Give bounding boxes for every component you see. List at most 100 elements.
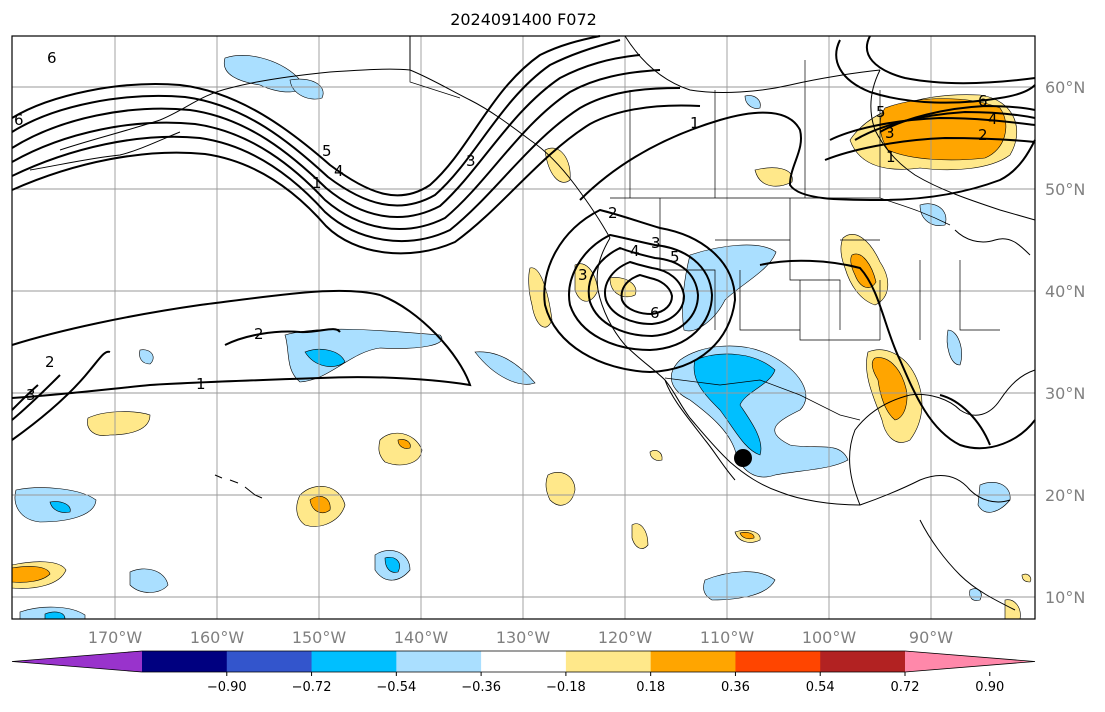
colorbar-tick-label: −0.54 bbox=[376, 680, 416, 695]
contour bbox=[11, 54, 641, 218]
patch-blue-core bbox=[693, 353, 776, 456]
contour bbox=[11, 384, 39, 411]
patch-blue bbox=[946, 329, 962, 366]
patch-blue bbox=[289, 78, 324, 100]
colorbar-outline bbox=[11, 650, 1036, 673]
contour-label: 2 bbox=[45, 353, 55, 371]
lat-label: 10°N bbox=[1045, 588, 1085, 607]
contour-label: 6 bbox=[14, 111, 24, 129]
colorbar-segment bbox=[311, 651, 397, 672]
contour-label: 6 bbox=[978, 92, 988, 110]
state-lines bbox=[659, 198, 1000, 341]
colorbar-extension-low bbox=[12, 651, 142, 672]
patch-yellow bbox=[1021, 573, 1032, 583]
patch-blue bbox=[703, 571, 776, 601]
contour bbox=[835, 39, 1036, 104]
contour bbox=[939, 394, 991, 446]
colorbar-tick-label: 0.72 bbox=[891, 680, 920, 695]
contour-label: 3 bbox=[26, 386, 36, 404]
coast-aleutian bbox=[29, 131, 181, 171]
coast-canada-north bbox=[624, 35, 881, 93]
contour-label: 5 bbox=[670, 248, 680, 266]
contour bbox=[11, 104, 701, 255]
contour-label: 5 bbox=[876, 103, 886, 121]
patch-blue bbox=[744, 95, 761, 109]
contour bbox=[11, 289, 472, 399]
contour bbox=[759, 259, 1036, 450]
patch-yellow bbox=[545, 471, 576, 506]
shaded-fields bbox=[11, 55, 1032, 620]
contour bbox=[829, 116, 1036, 141]
colorbar-tick-label: −0.72 bbox=[292, 680, 332, 695]
patch-blue bbox=[129, 568, 169, 593]
latitude-labels: 60°N 50°N 40°N 30°N 20°N 10°N bbox=[1045, 78, 1085, 607]
lon-label: 150°W bbox=[292, 628, 347, 647]
contour-label: 3 bbox=[466, 152, 476, 170]
contour-label: 1 bbox=[690, 114, 700, 132]
contour bbox=[568, 233, 714, 352]
province-lines bbox=[629, 60, 881, 198]
coast-hawaii bbox=[214, 474, 263, 499]
patch-orange bbox=[11, 566, 51, 583]
coast-alaska bbox=[59, 36, 411, 151]
lon-label: 140°W bbox=[394, 628, 449, 647]
colorbar-tick-label: 0.54 bbox=[806, 680, 835, 695]
contour-label: 5 bbox=[322, 142, 332, 160]
colorbar: −0.90 −0.72 −0.54 −0.36 −0.18 0.18 0.36 0.54 0.7… bbox=[11, 650, 1036, 695]
patch-yellow bbox=[754, 167, 793, 187]
contour bbox=[604, 260, 686, 326]
patch-blue-core bbox=[384, 557, 400, 573]
contour bbox=[11, 35, 601, 197]
contour bbox=[543, 208, 737, 374]
colorbar-tick-label: −0.36 bbox=[461, 680, 501, 695]
colorbar-segment bbox=[142, 651, 228, 672]
patch-yellow bbox=[378, 432, 423, 466]
patch-yellow bbox=[649, 450, 663, 461]
longitude-labels: 170°W 160°W 150°W 140°W 130°W 120°W 110°… bbox=[88, 628, 953, 647]
patch-yellow bbox=[528, 267, 553, 328]
patch-blue bbox=[474, 351, 536, 385]
colorbar-segment bbox=[735, 651, 821, 672]
patch-blue bbox=[139, 349, 154, 365]
lon-label: 90°W bbox=[909, 628, 953, 647]
contour-label: 4 bbox=[988, 110, 998, 128]
border-us-mexico bbox=[664, 377, 861, 421]
contour-label: 6 bbox=[47, 49, 57, 67]
contour bbox=[11, 69, 661, 230]
patch-orange bbox=[871, 357, 908, 421]
lon-label: 130°W bbox=[496, 628, 551, 647]
lon-label: 120°W bbox=[598, 628, 653, 647]
contour bbox=[11, 39, 621, 207]
contour-label: 6 bbox=[650, 304, 660, 322]
contour-label: 2 bbox=[978, 126, 988, 144]
coast-central bbox=[919, 519, 1016, 611]
colorbar-segment bbox=[650, 651, 736, 672]
colorbar-tick-label: 0.18 bbox=[636, 680, 665, 695]
lon-label: 110°W bbox=[700, 628, 755, 647]
contour bbox=[865, 35, 1036, 85]
coast-mexico bbox=[779, 475, 1011, 506]
lat-label: 60°N bbox=[1045, 78, 1085, 97]
contour-label: 2 bbox=[608, 204, 618, 222]
patch-yellow bbox=[631, 523, 649, 549]
contour bbox=[879, 104, 1036, 133]
lat-label: 40°N bbox=[1045, 282, 1085, 301]
lat-label: 30°N bbox=[1045, 384, 1085, 403]
patch-orange bbox=[397, 439, 411, 449]
coast-alaska-south bbox=[409, 69, 611, 239]
contour bbox=[587, 246, 700, 338]
lat-label: 50°N bbox=[1045, 180, 1085, 199]
lon-label: 160°W bbox=[190, 628, 245, 647]
contour-label: 3 bbox=[651, 234, 661, 252]
contour-label: 1 bbox=[196, 375, 206, 393]
lon-label: 100°W bbox=[802, 628, 857, 647]
contour bbox=[620, 273, 674, 316]
patch-yellow bbox=[87, 411, 151, 436]
contour-lines bbox=[11, 35, 1036, 450]
map-frame bbox=[11, 35, 1036, 620]
colorbar-segment bbox=[481, 651, 567, 672]
contour-label: 4 bbox=[334, 162, 344, 180]
lat-label: 20°N bbox=[1045, 486, 1085, 505]
lon-label: 170°W bbox=[88, 628, 143, 647]
